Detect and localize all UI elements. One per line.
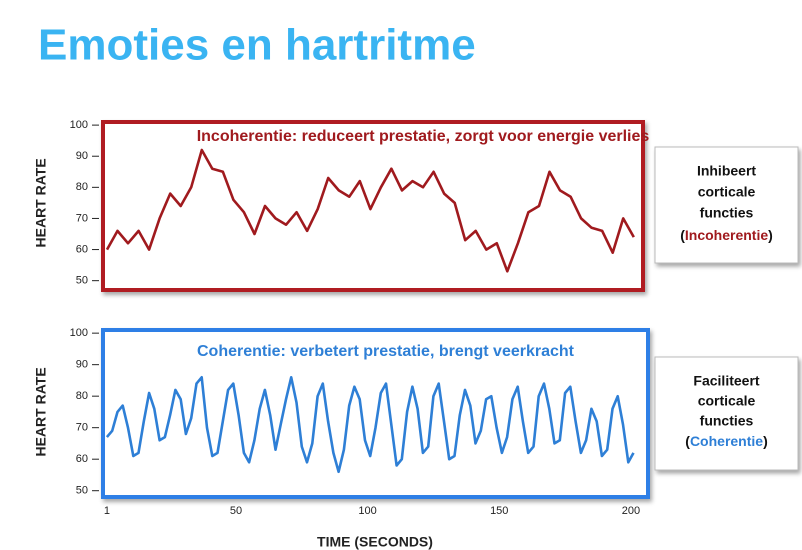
x-tick-label: 150 [490, 505, 508, 517]
chart-title: Coherentie: verbetert prestatie, brengt … [197, 343, 575, 360]
annotation-box [654, 146, 799, 264]
y-tick-label: 100 [70, 119, 88, 131]
chart-frame [101, 328, 650, 499]
annotation-line: corticale [698, 184, 756, 200]
data-line [105, 148, 635, 273]
y-tick-label: 90 [76, 150, 88, 162]
annotation-line: functies [700, 413, 754, 429]
y-axis-label: HEART RATE [33, 367, 49, 456]
annotation-line: Faciliteert [693, 373, 759, 389]
y-tick-label: 60 [76, 453, 88, 465]
y-tick-label: 90 [76, 359, 88, 371]
slide-title: Emoties en hartritme [38, 21, 476, 70]
annotation-line: (Coherentie) [685, 433, 767, 449]
annotation-paren: ) [763, 433, 768, 449]
y-tick-label: 50 [76, 485, 88, 497]
y-tick-label: 70 [76, 212, 88, 224]
annotation-line: functies [700, 205, 754, 221]
annotation-highlight: Coherentie [690, 433, 763, 449]
x-tick-label: 100 [358, 505, 376, 517]
x-axis-label: TIME (SECONDS) [317, 534, 433, 550]
x-tick-label: 50 [230, 505, 242, 517]
annotation-paren: ( [680, 227, 685, 243]
y-tick-label: 70 [76, 422, 88, 434]
y-tick-label: 60 [76, 243, 88, 255]
annotation-line: (Incoherentie) [680, 227, 773, 243]
annotation-paren: ) [768, 227, 773, 243]
annotation-box [654, 356, 799, 471]
annotation-highlight: Incoherentie [685, 227, 768, 243]
annotation-paren: ( [685, 433, 690, 449]
y-axis-label: HEART RATE [33, 158, 49, 247]
data-line [105, 376, 635, 474]
y-tick-label: 100 [70, 327, 88, 339]
y-tick-label: 80 [76, 181, 88, 193]
y-tick-label: 50 [76, 275, 88, 287]
y-tick-label: 80 [76, 390, 88, 402]
annotation-line: corticale [698, 393, 756, 409]
annotation-line: Inhibeert [697, 163, 756, 179]
chart-title: Incoherentie: reduceert prestatie, zorgt… [197, 128, 650, 145]
x-tick-label: 200 [622, 505, 640, 517]
x-tick-label: 1 [104, 505, 110, 517]
